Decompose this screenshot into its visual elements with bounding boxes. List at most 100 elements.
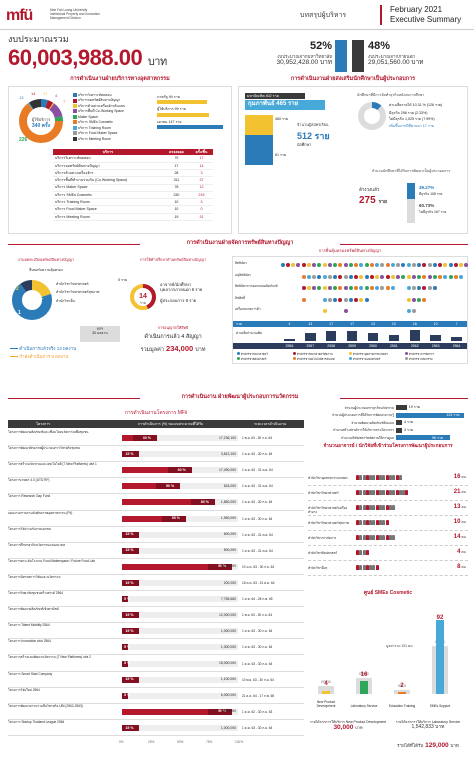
ip-grid-dot: [416, 274, 421, 279]
donut-label-2: 14: [31, 91, 36, 96]
ip-grid-labels: สิทธิบัตร อนุสิทธิบัตร สิทธิบัตรการออกแบบผ…: [235, 261, 279, 319]
ip-grid-dot: [411, 263, 416, 267]
ip-grid-dot: [437, 274, 442, 279]
project-amount: 500,000: [223, 548, 236, 553]
project-period: 1 ต.ค. 63 - 30 ก.ย. 64: [242, 645, 273, 650]
ip-donut-label-1: 2: [16, 286, 19, 292]
donut-label-1: 13: [19, 95, 24, 100]
project-amount: 5,700,000: [220, 564, 236, 569]
person-icon: [356, 550, 359, 555]
ip-grid-dot: [354, 286, 359, 291]
ip-grid-dot: [442, 274, 447, 279]
service-name: บริการ Meeting Room: [53, 213, 163, 221]
ip-grid-dot: [411, 297, 416, 302]
sme-income-2: รายได้จากการให้บริการ Laboratory Service…: [388, 720, 468, 731]
project-track: 15 % 1,000,000: [122, 724, 238, 731]
project-progress-tail: [156, 483, 180, 490]
project-progress-tail: [122, 692, 128, 699]
entre-stat-2-sub: นักศึกษา: [297, 143, 312, 147]
people-unit: คน: [460, 505, 466, 509]
ip-grid-legend-label: สำนักวิชาแพทยศาสตร์: [352, 357, 381, 362]
legend-label: Maker Space: [78, 114, 98, 119]
ip-grid-dot: [307, 286, 312, 291]
ip-grid-dot: [379, 263, 384, 267]
ip-grid-dot: [432, 286, 437, 291]
entre-blue-block: [245, 135, 273, 165]
project-pct: 15 %: [125, 532, 134, 537]
ip-grid-dot: [390, 286, 395, 291]
ip-grid-year: 2563: [431, 344, 440, 348]
ip-grid-dot: [374, 286, 379, 291]
person-icon: [382, 535, 386, 540]
ip-grid-dot: [302, 286, 307, 291]
side-value-3: 147 ราย: [168, 119, 182, 124]
ip-grid-dot: [328, 274, 333, 279]
ip-middle-left: 5 ราย: [118, 278, 128, 282]
ip-grid-dot: [344, 263, 349, 267]
person-icon: [359, 520, 363, 525]
entre-pct-1: 39.27%: [419, 185, 435, 190]
people-label: สำนักวิชาอื่นๆ: [308, 566, 328, 570]
project-track: 55 % 1,950,000: [122, 515, 238, 522]
people-icons: [356, 490, 446, 498]
sme-value-label: 92: [436, 614, 444, 621]
ip-grid-dot: [312, 274, 317, 279]
services-legend-item: บริการ Training Room: [73, 126, 153, 130]
sme-income-1-unit: บาท: [355, 725, 363, 731]
project-pct: 15 %: [125, 451, 134, 456]
services-title: การดำเนินงานฝ่ายบริการทางอุตสาหกรรม: [8, 76, 232, 83]
ip-grid-legend-item: สำนักวิชานวัตกรรม: [405, 357, 461, 361]
share-left-unit: บาท: [319, 59, 332, 67]
ip-grid-legend-item: สำนักวิชาการจัดการ: [405, 352, 461, 356]
person-icon: [365, 550, 369, 555]
startup-bar-value: 4 ราย: [404, 428, 414, 433]
project-track: 95 % 1,640,000: [122, 708, 238, 715]
ip-grid-dot: [317, 286, 322, 291]
service-name: บริการ Training Room: [53, 198, 163, 207]
startup-bar-label: จำนวนพัฒนาผลิตภัณฑ์ต้นแบบ: [351, 420, 394, 425]
share-left-label: งบประมาณจากมหาวิทยาลัย: [277, 53, 332, 59]
ip-grid-legend-label: สำนักวิชาอุตสาหกรรมเกษตร: [352, 352, 388, 356]
people-count: 13: [453, 504, 461, 510]
project-name: โครงการพัฒนาศักยภาพผู้ประกอบการวิสาหกิจช…: [8, 446, 80, 451]
sme-group-label: Laboratory Service: [350, 704, 378, 708]
donut-unit: ผู้ใช้บริการ: [32, 117, 51, 123]
share-left-amount: 30,952,428.00: [276, 59, 319, 67]
ip-grid-dot: [307, 263, 312, 267]
project-row: โครงการวิจัยร่วมกับภาคเอกชน 15 % 600,000 1 …: [8, 527, 304, 543]
service-count: 17: [190, 155, 213, 163]
share-left-pct: 52%: [309, 40, 332, 52]
ip-grid-legend-item: สำนักวิชาเทคโนโลยีสารสนเทศ: [293, 357, 349, 361]
service-count: 3: [190, 169, 213, 178]
services-legend-item: บริการ Meeting Room: [73, 137, 153, 141]
startup-bar-row: จำนวนผู้ประกอบการที่ได้รับการพัฒนาความรู…: [308, 412, 468, 419]
table-row: บริการ Training Room 10 3: [53, 198, 213, 207]
side-label-2: ผู้ใช้บริการ: [157, 107, 174, 112]
ip-grid-totals-row: รวม 4 13 17 17 13 10 18 10 7: [233, 321, 467, 327]
ip-grid-dot: [359, 263, 364, 267]
entre-yellow-block: [245, 115, 273, 135]
services-legend-item: บริการ Food Maker Space: [73, 131, 153, 136]
project-progress-tail: [122, 660, 128, 667]
ip-donut: 2 7 1: [12, 280, 52, 320]
sme-mid-label: มูลค่ารวม 191 คน: [386, 644, 413, 648]
report-type: Executive Summary: [390, 15, 462, 24]
ip-grid-pct-label: ค่าเฉลี่ยจำนวนเพิ่ม: [236, 331, 263, 335]
ip-license-value: รวมมูลค่า 234,000 บาท: [118, 344, 228, 354]
project-progress-bar: [122, 483, 180, 490]
ip-grid-dot: [364, 263, 369, 267]
legend-swatch: [73, 114, 77, 119]
ip-grid-dot: [432, 274, 437, 279]
legend-label: บริการวิเคราะห์ทดสอบ: [78, 93, 112, 97]
project-period: 1 ต.ค. 63 - 30 ก.ย. 64: [242, 661, 273, 666]
ip-progress: กำลังดำเนินการ 8 ผลงาน: [10, 354, 130, 360]
person-icon: [365, 535, 369, 540]
ip-grid-dot: [359, 274, 364, 279]
ip-middle-title: การให้คำปรึกษาด้านทรัพย์สินทางปัญญา: [140, 258, 206, 262]
project-pct: 95 %: [218, 709, 227, 714]
ip-consult-total: 14: [139, 293, 147, 300]
sme-income-2-unit: บาท: [435, 724, 445, 731]
project-name: โครงการสร้างและพัฒนานวัตกรรม (7 New Plat…: [8, 655, 91, 660]
ip-grid-dot: [333, 274, 338, 279]
startup-bar-label: จำนวนผู้ประกอบการที่ได้รับการพัฒนาความรู…: [332, 413, 394, 418]
